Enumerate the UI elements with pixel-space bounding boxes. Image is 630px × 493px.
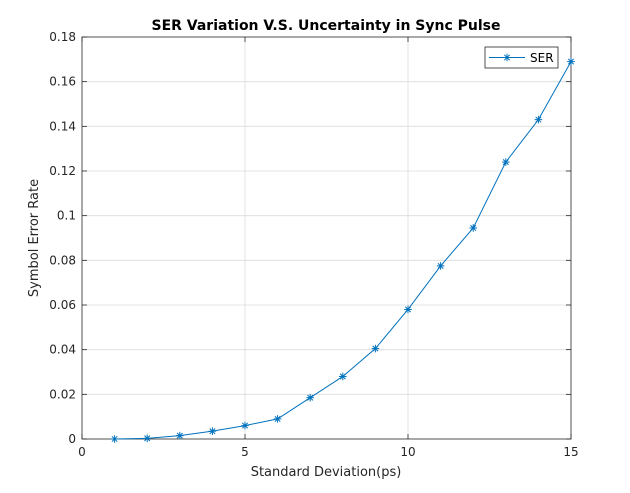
data-point-marker bbox=[469, 224, 477, 232]
series-layer bbox=[110, 57, 575, 443]
y-tick-label: 0.08 bbox=[49, 253, 76, 267]
y-tick-label: 0.14 bbox=[49, 119, 76, 133]
x-tick-label: 5 bbox=[241, 445, 249, 459]
y-axis-label: Symbol Error Rate bbox=[27, 179, 42, 297]
grid-lines bbox=[82, 37, 571, 439]
data-point-marker bbox=[110, 435, 119, 443]
legend: SER bbox=[484, 46, 559, 69]
y-tick-label: 0.18 bbox=[49, 30, 76, 44]
legend-label-ser: SER bbox=[530, 51, 554, 65]
axis-ticks: 0 5 10 15 0 0.02 0.04 0.06 0.08 0.1 0.12 0.14 0.16 0.… bbox=[49, 30, 578, 459]
data-point-marker bbox=[534, 115, 543, 124]
y-tick-label: 0.04 bbox=[49, 343, 76, 357]
data-point-marker bbox=[241, 421, 249, 430]
data-point-marker bbox=[208, 427, 217, 435]
data-point-marker bbox=[306, 393, 314, 402]
legend-asterisk bbox=[503, 53, 511, 62]
axes-box bbox=[81, 36, 572, 440]
data-point-marker bbox=[567, 57, 575, 66]
data-point-marker bbox=[339, 372, 347, 381]
y-tick-label: 0.1 bbox=[57, 209, 76, 223]
data-point-marker bbox=[502, 158, 510, 166]
data-point-marker bbox=[143, 434, 151, 443]
chart-title: SER Variation V.S. Uncertainty in Sync P… bbox=[151, 18, 500, 34]
x-tick-label: 0 bbox=[78, 445, 86, 459]
x-tick-label: 10 bbox=[400, 445, 415, 459]
x-tick-label: 15 bbox=[563, 445, 578, 459]
data-point-marker bbox=[404, 305, 412, 314]
y-tick-label: 0 bbox=[68, 432, 76, 446]
plot-area bbox=[82, 37, 571, 439]
data-point-marker bbox=[176, 431, 184, 440]
x-axis-label: Standard Deviation(ps) bbox=[251, 465, 402, 480]
data-point-marker bbox=[371, 344, 380, 353]
y-tick-label: 0.12 bbox=[49, 164, 76, 178]
y-tick-label: 0.06 bbox=[49, 298, 76, 312]
y-tick-label: 0.16 bbox=[49, 75, 76, 89]
y-tick-label: 0.02 bbox=[49, 387, 76, 401]
data-point-marker bbox=[436, 262, 445, 270]
data-point-marker bbox=[273, 415, 282, 423]
legend-marker-asterisk bbox=[503, 53, 511, 62]
